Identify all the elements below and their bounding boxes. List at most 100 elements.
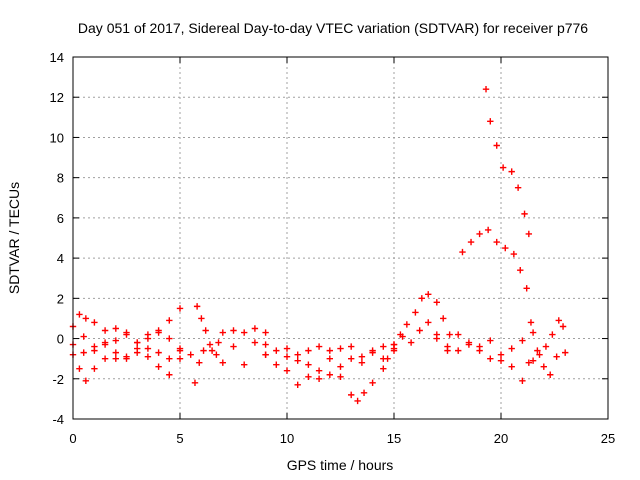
y-tick-label: 14 — [50, 50, 64, 65]
data-point — [80, 349, 87, 356]
series-track-b — [69, 345, 184, 384]
data-point — [251, 325, 259, 332]
data-point — [476, 347, 483, 354]
data-point — [476, 230, 483, 238]
data-point — [465, 341, 473, 348]
data-point — [273, 347, 280, 354]
data-point — [508, 345, 515, 352]
data-point — [425, 291, 432, 298]
data-point — [527, 319, 535, 326]
data-point — [482, 85, 490, 93]
data-point — [403, 321, 411, 328]
data-point — [348, 391, 355, 399]
series-track-o — [527, 319, 567, 378]
data-point — [433, 299, 440, 306]
data-point — [215, 339, 222, 346]
data-point — [536, 351, 543, 358]
y-tick-label: 4 — [57, 251, 64, 266]
data-point — [380, 365, 387, 372]
data-point — [208, 347, 216, 354]
data-point — [144, 353, 152, 360]
data-point — [101, 327, 109, 334]
data-point — [305, 361, 312, 368]
series-track-i — [283, 365, 387, 405]
data-point — [369, 347, 376, 354]
data-point — [144, 345, 152, 352]
data-point — [91, 365, 98, 372]
data-point — [101, 355, 109, 362]
data-point — [315, 343, 323, 350]
data-point — [166, 371, 173, 378]
data-point — [487, 355, 494, 362]
data-point — [262, 341, 269, 348]
data-point — [241, 329, 248, 336]
x-tick-label: 10 — [280, 431, 294, 446]
data-point — [166, 317, 173, 324]
data-point — [176, 305, 184, 312]
data-point — [529, 357, 537, 364]
data-point — [326, 355, 333, 362]
data-point — [487, 337, 494, 344]
data-point — [502, 244, 509, 252]
data-point — [369, 379, 376, 386]
data-point — [134, 339, 141, 346]
data-point — [196, 359, 203, 366]
chart-title: Day 051 of 2017, Sidereal Day-to-day VTE… — [78, 20, 588, 36]
data-point — [193, 303, 201, 310]
data-point — [542, 343, 550, 350]
data-point — [425, 319, 432, 326]
series-track-k — [390, 319, 537, 358]
ticks-layer: -4 -2 0 2 4 6 8 10 12 14 0 5 10 15 20 25 — [50, 50, 616, 446]
data-point — [354, 397, 361, 405]
data-point — [144, 331, 152, 338]
data-point — [508, 168, 515, 175]
data-point — [519, 377, 526, 384]
x-tick-label: 0 — [69, 431, 76, 446]
data-point — [433, 331, 440, 338]
y-tick-label: 2 — [57, 291, 64, 306]
data-point — [206, 341, 214, 348]
data-point — [251, 339, 259, 346]
data-point — [540, 363, 547, 370]
data-point — [112, 325, 119, 332]
data-point — [112, 337, 119, 344]
data-point — [555, 317, 562, 324]
data-point — [459, 248, 466, 256]
y-tick-label: -2 — [52, 372, 64, 387]
data-point — [358, 359, 366, 366]
data-point — [166, 355, 173, 362]
data-point — [82, 377, 90, 384]
data-point — [123, 355, 130, 362]
data-point — [112, 355, 119, 362]
data-point — [273, 361, 280, 368]
data-point — [283, 345, 291, 352]
data-point — [534, 347, 541, 354]
data-point — [487, 118, 494, 125]
data-point — [176, 347, 184, 354]
y-tick-label: 12 — [50, 90, 64, 105]
data-point — [294, 381, 301, 389]
data-point — [517, 266, 524, 274]
data-point — [455, 331, 462, 338]
data-point — [326, 371, 333, 378]
data-point — [337, 373, 344, 380]
data-point — [348, 343, 355, 350]
data-point — [187, 351, 194, 358]
data-point — [348, 355, 355, 362]
data-point — [416, 327, 423, 334]
data-point — [91, 319, 98, 326]
data-point — [123, 329, 130, 336]
x-tick-label: 20 — [494, 431, 508, 446]
y-tick-label: 8 — [57, 171, 64, 186]
data-point — [241, 361, 248, 368]
data-point — [283, 367, 291, 374]
data-point — [497, 351, 505, 358]
data-point — [155, 363, 162, 370]
data-point — [549, 331, 556, 338]
data-point — [390, 341, 398, 348]
data-point — [198, 315, 205, 322]
data-point — [562, 349, 569, 356]
data-point — [80, 333, 87, 340]
data-point — [446, 331, 453, 338]
data-point — [360, 389, 368, 397]
